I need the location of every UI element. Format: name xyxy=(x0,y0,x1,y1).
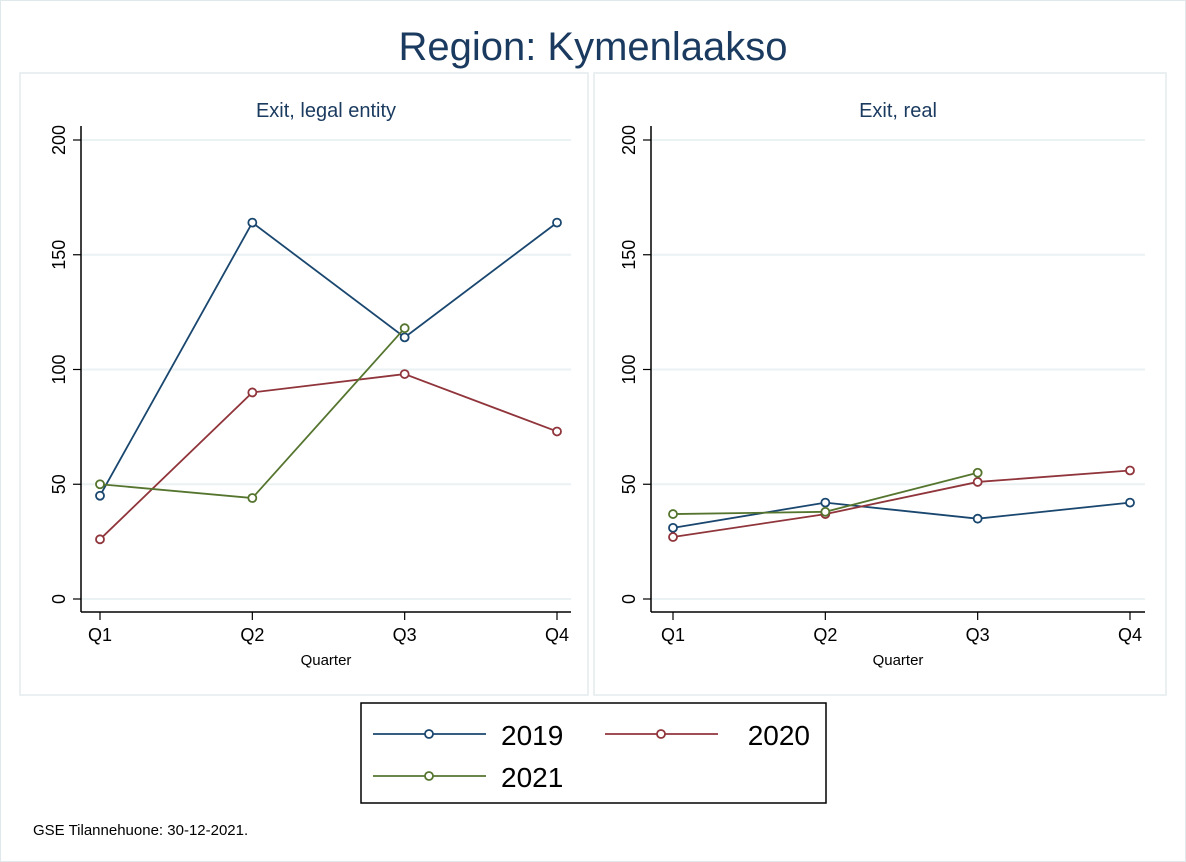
y-tick-label: 100 xyxy=(49,354,69,384)
data-point-2020 xyxy=(552,426,562,437)
panel-background xyxy=(593,72,1167,696)
data-point-2021 xyxy=(247,493,258,503)
panel-2: Exit, real 0 50 100 150 200 Q1 Q2 Q3 Q4 Quarter xyxy=(593,72,1167,696)
data-point-2020 xyxy=(1125,465,1135,476)
y-tick-label: 150 xyxy=(49,240,69,270)
x-tick-label: Q2 xyxy=(813,625,837,645)
chart-title: Region: Kymenlaakso xyxy=(398,25,787,69)
x-tick-label: Q1 xyxy=(661,625,685,645)
data-point-2019 xyxy=(820,497,831,508)
y-tick-label: 200 xyxy=(49,125,69,155)
x-tick-label: Q2 xyxy=(240,625,264,645)
legend-label-2020: 2020 xyxy=(748,720,810,751)
legend-marker-2019 xyxy=(424,729,434,739)
y-tick-label: 0 xyxy=(619,594,639,604)
panel-title: Exit, real xyxy=(859,100,937,122)
data-point-2020 xyxy=(399,369,410,379)
data-point-2021 xyxy=(820,506,831,517)
series-line-2020 xyxy=(99,373,558,540)
data-point-2021 xyxy=(972,467,983,478)
data-point-2019 xyxy=(1125,497,1135,508)
x-tick-label: Q3 xyxy=(966,625,990,645)
data-point-2021 xyxy=(95,479,105,490)
y-tick-label: 50 xyxy=(619,474,639,494)
data-point-2019 xyxy=(399,332,410,343)
y-tick-label: 150 xyxy=(619,240,639,270)
data-point-2019 xyxy=(95,490,105,501)
x-tick-label: Q3 xyxy=(393,625,417,645)
panel-background xyxy=(19,72,589,696)
x-axis-label: Quarter xyxy=(873,652,924,669)
x-tick-label: Q4 xyxy=(545,625,569,645)
panel-1: Exit, legal entity 0 50 100 150 200 Q1 Q2 Q3 Q4 Qu… xyxy=(19,72,589,696)
legend-label-2021: 2021 xyxy=(501,762,563,793)
footer-note: GSE Tilannehuone: 30-12-2021. xyxy=(33,822,248,839)
series-line-2019 xyxy=(99,221,558,497)
y-tick-label: 50 xyxy=(49,474,69,494)
data-point-2021 xyxy=(668,509,678,519)
series-line-2019 xyxy=(672,501,1131,529)
series-line-2020 xyxy=(672,469,1131,538)
legend-box xyxy=(360,702,827,804)
y-tick-label: 0 xyxy=(49,594,69,604)
data-point-2020 xyxy=(972,477,983,487)
x-tick-label: Q1 xyxy=(88,625,112,645)
x-axis-label: Quarter xyxy=(301,652,352,669)
data-point-2020 xyxy=(668,532,678,542)
data-point-2019 xyxy=(972,513,983,524)
x-tick-label: Q4 xyxy=(1118,625,1142,645)
data-point-2021 xyxy=(399,323,410,334)
panel-title: Exit, legal entity xyxy=(256,100,396,122)
data-point-2020 xyxy=(95,534,105,545)
data-point-2019 xyxy=(552,217,562,228)
legend-label-2019: 2019 xyxy=(501,720,563,751)
legend: 2019 2020 2021 xyxy=(360,702,827,804)
legend-marker-2021 xyxy=(424,771,434,781)
y-tick-label: 200 xyxy=(619,125,639,155)
data-point-2020 xyxy=(247,387,258,398)
data-point-2019 xyxy=(668,522,678,533)
legend-marker-2020 xyxy=(656,729,666,739)
y-tick-label: 100 xyxy=(619,354,639,384)
data-point-2019 xyxy=(247,217,258,228)
